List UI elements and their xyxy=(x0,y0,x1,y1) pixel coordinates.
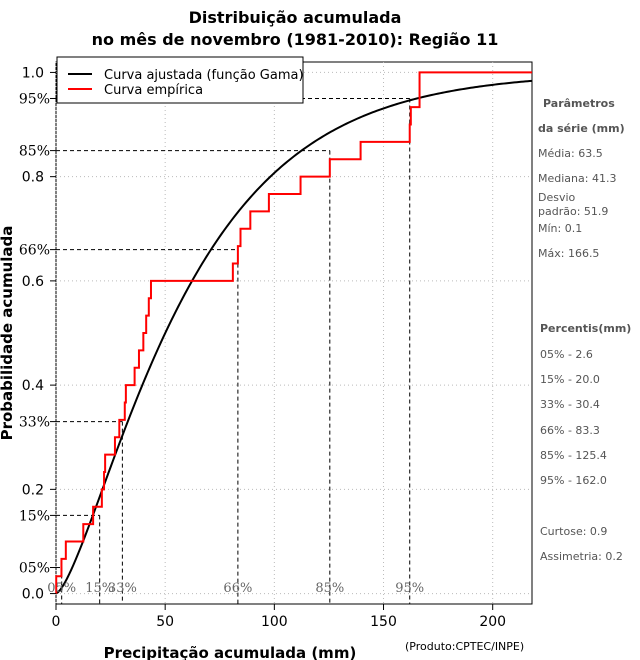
fitted-gamma-curve xyxy=(55,79,533,595)
legend-label-fitted: Curva ajustada (função Gama) xyxy=(104,68,304,83)
bottom-percentile-labels: 05% 15%33% 66% 85% 95% xyxy=(47,581,424,596)
y-axis-title: Probabilidade acumulada xyxy=(0,226,16,441)
percentis-heading: Percentis(mm) xyxy=(540,322,631,335)
bottom-percentile-label: 66% xyxy=(223,581,252,596)
stat-curtose: Curtose: 0.9 xyxy=(540,525,607,538)
y-tick-label: 1.0 xyxy=(22,65,44,81)
x-tick-label: 0 xyxy=(52,614,61,630)
stat-min: Mín: 0.1 xyxy=(538,222,582,235)
legend-box xyxy=(56,56,304,104)
y-tick-label: 0.2 xyxy=(22,482,44,498)
legend-label-empirical: Curva empírica xyxy=(104,83,203,98)
percentile-guides xyxy=(56,97,411,604)
params-heading-1: Parâmetros xyxy=(543,97,615,110)
x-tick-label: 50 xyxy=(156,614,174,630)
x-tick-label: 200 xyxy=(479,614,506,630)
y-tick-label: 0.8 xyxy=(22,170,44,186)
y-percentile-label: 95% xyxy=(19,91,50,107)
stat-assimetria: Assimetria: 0.2 xyxy=(540,550,623,563)
y-percentile-label: 33% xyxy=(19,415,50,431)
x-tick-label: 100 xyxy=(261,614,288,630)
bottom-percentile-label: 95% xyxy=(395,581,424,596)
stat-media: Média: 63.5 xyxy=(538,147,603,160)
bottom-percentile-label: 85% xyxy=(315,581,344,596)
stat-max: Máx: 166.5 xyxy=(538,247,599,260)
stat-mediana: Mediana: 41.3 xyxy=(538,172,616,185)
x-tick-label: 150 xyxy=(370,614,397,630)
bottom-percentile-label: 05% xyxy=(47,581,76,596)
percentil-15: 15% - 20.0 xyxy=(540,373,600,386)
y-axis: 0.0 0.2 0.4 0.6 0.8 1.0 05% 15% 33% 66% 85% 95% xyxy=(19,65,56,603)
percentil-33: 33% - 30.4 xyxy=(540,398,600,411)
empirical-step-curve xyxy=(55,71,532,594)
percentil-85: 85% - 125.4 xyxy=(540,449,607,462)
bottom-percentile-label: 33% xyxy=(108,581,137,596)
x-axis: 0 50 100 150 200 xyxy=(52,604,506,630)
y-percentile-label: 85% xyxy=(19,144,50,160)
percentil-95: 95% - 162.0 xyxy=(540,474,607,487)
params-heading-2: da série (mm) xyxy=(538,122,625,135)
y-tick-label: 0.4 xyxy=(22,378,44,394)
curves xyxy=(55,71,533,595)
legend: Curva ajustada (função Gama) Curva empír… xyxy=(56,56,304,104)
grid xyxy=(55,62,532,604)
bottom-percentile-label: 15% xyxy=(85,581,114,596)
chart-title-line-1: Distribuição acumulada xyxy=(189,8,402,27)
plot-frame xyxy=(55,61,533,605)
stat-desvio: Desvio xyxy=(538,191,576,204)
side-panel: Parâmetros da série (mm) Média: 63.5 Med… xyxy=(538,97,631,563)
chart-title-line-2: no mês de novembro (1981-2010): Região 1… xyxy=(92,30,499,49)
y-percentile-label: 66% xyxy=(19,243,50,259)
y-percentile-label: 05% xyxy=(19,561,50,577)
y-tick-label: 0.0 xyxy=(22,587,44,603)
credit-label: (Produto:CPTEC/INPE) xyxy=(405,640,524,653)
stat-desvio-padrao: padrão: 51.9 xyxy=(538,205,608,218)
y-tick-label: 0.6 xyxy=(22,274,44,290)
y-percentile-label: 15% xyxy=(19,508,50,524)
percentil-05: 05% - 2.6 xyxy=(540,348,593,361)
percentil-66: 66% - 83.3 xyxy=(540,424,600,437)
x-axis-title: Precipitação acumulada (mm) xyxy=(104,644,357,660)
